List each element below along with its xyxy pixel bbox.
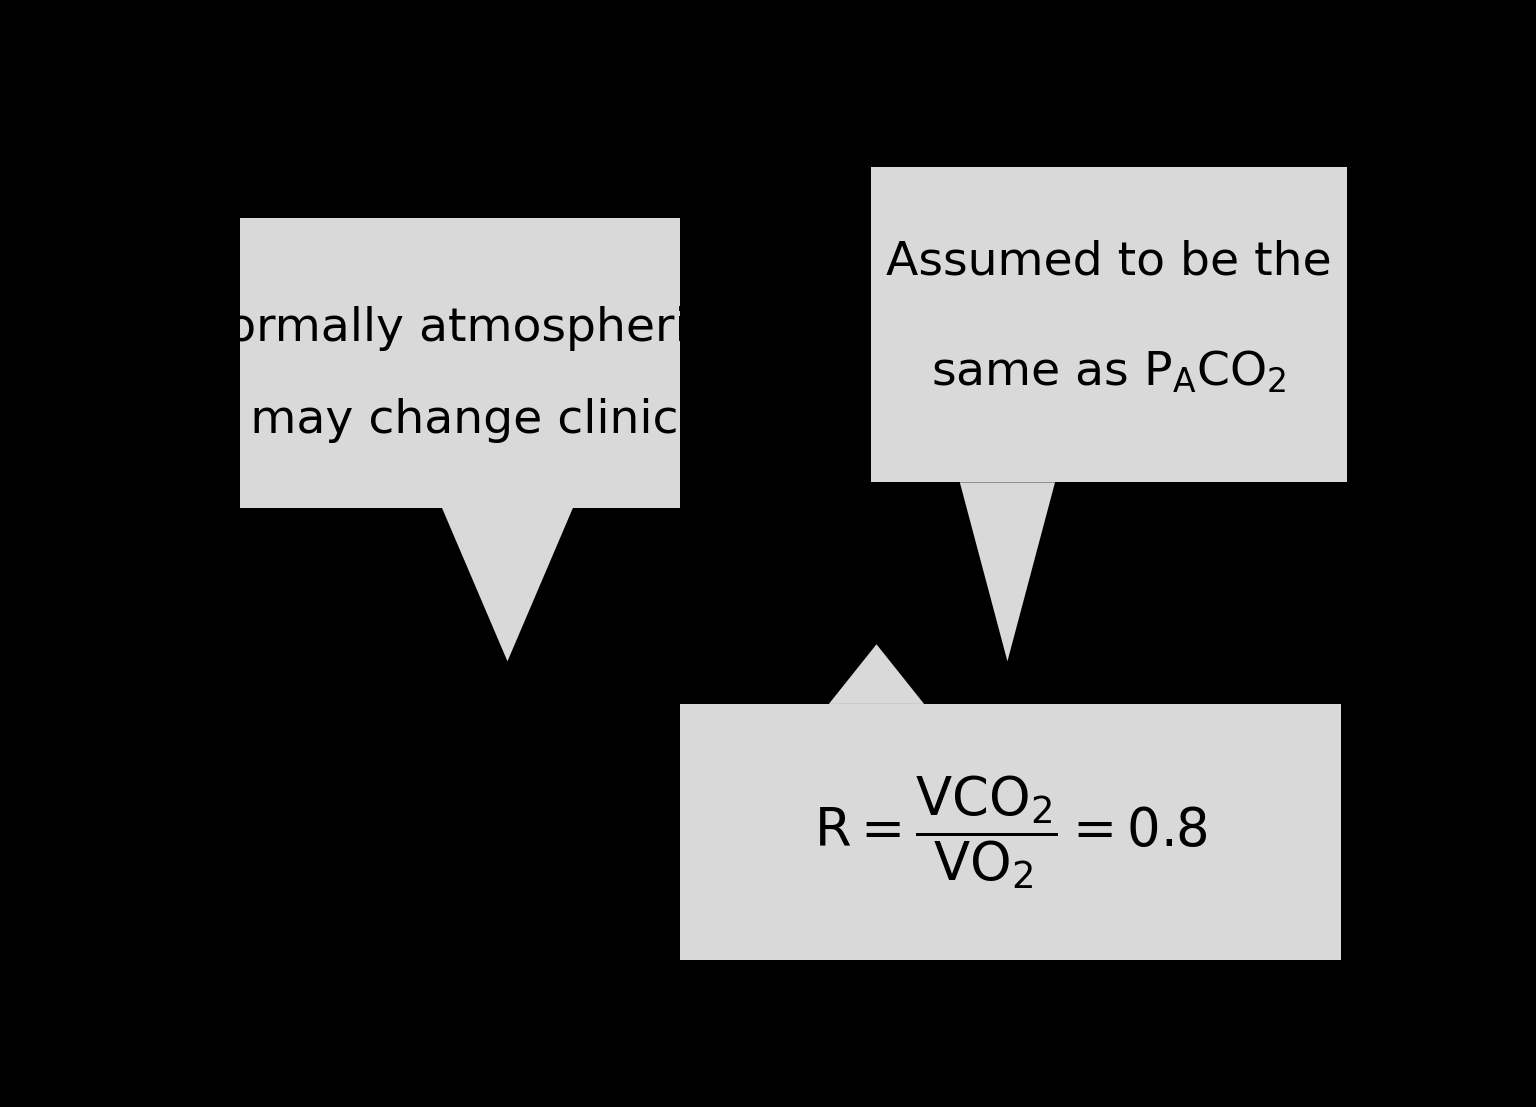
Text: Normally atmospheric,: Normally atmospheric, — [192, 306, 728, 351]
Text: same as $\mathrm{P_ACO_2}$: same as $\mathrm{P_ACO_2}$ — [931, 349, 1286, 395]
Text: Assumed to be the: Assumed to be the — [886, 239, 1332, 284]
FancyBboxPatch shape — [240, 218, 680, 508]
FancyBboxPatch shape — [680, 704, 1341, 960]
Text: but may change clinically: but may change clinically — [158, 399, 762, 444]
Text: $\mathrm{R} = \dfrac{\mathrm{VCO_2}}{\mathrm{VO_2}} = 0.8$: $\mathrm{R} = \dfrac{\mathrm{VCO_2}}{\ma… — [814, 773, 1207, 891]
Polygon shape — [960, 483, 1055, 661]
Polygon shape — [829, 644, 925, 704]
FancyBboxPatch shape — [871, 167, 1347, 483]
Polygon shape — [442, 508, 573, 661]
